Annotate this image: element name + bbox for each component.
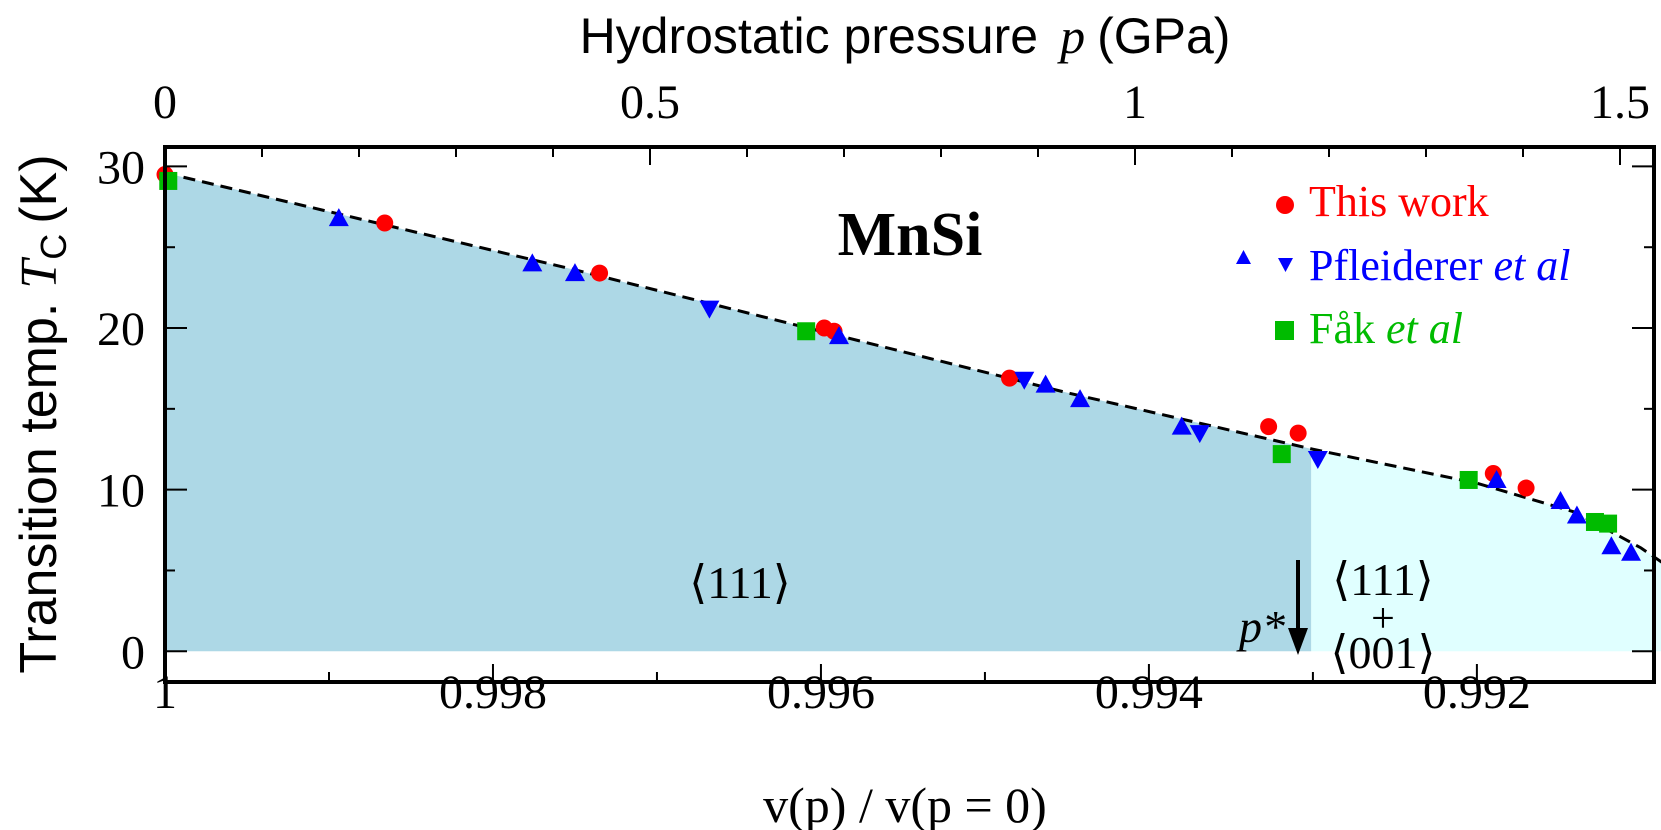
point-pfleiderer-down xyxy=(1307,450,1328,469)
point-pfleiderer-up xyxy=(828,326,849,345)
point-pfleiderer-down xyxy=(699,300,720,319)
point-this-work xyxy=(1289,424,1307,442)
p-star-label: p* xyxy=(1236,601,1285,652)
top-tick-label: 0 xyxy=(153,76,177,129)
legend-marker-pfleiderer-up xyxy=(1236,250,1251,264)
legend-marker-fak xyxy=(1275,321,1294,340)
y-tick-label: 30 xyxy=(97,141,145,194)
y-tick-label: 10 xyxy=(97,465,145,518)
legend: This work Pfleiderer et al Fåk et al xyxy=(1236,177,1570,353)
plot-frame xyxy=(163,145,1656,684)
top-tick-label: 1.5 xyxy=(1590,76,1650,129)
top-tick-label: 1 xyxy=(1123,76,1147,129)
point-pfleiderer-up xyxy=(1035,374,1056,393)
legend-label-this-work: This work xyxy=(1309,177,1489,226)
point-pfleiderer-up xyxy=(1621,542,1642,561)
data-points xyxy=(156,165,1642,561)
legend-label-fak: Fåk et al xyxy=(1309,304,1463,353)
region-111-plus-001 xyxy=(1311,448,1661,652)
point-this-work xyxy=(591,264,609,282)
point-this-work xyxy=(1001,369,1019,387)
region-111 xyxy=(165,172,1312,652)
point-pfleiderer-up xyxy=(1486,469,1507,488)
point-pfleiderer-up xyxy=(522,253,543,272)
legend-label-pfleiderer: Pfleiderer et al xyxy=(1309,241,1570,290)
point-fak xyxy=(159,171,178,190)
bottom-tick-label: 0.992 xyxy=(1423,666,1531,719)
point-pfleiderer-up xyxy=(1070,389,1091,408)
point-pfleiderer-up xyxy=(1171,416,1192,435)
point-fak xyxy=(1599,514,1618,533)
point-pfleiderer-up xyxy=(1550,490,1571,509)
point-fak xyxy=(797,322,816,341)
point-pfleiderer-down xyxy=(1189,425,1210,444)
top-axis-label: Hydrostatic pressure p (GPa) xyxy=(580,8,1231,64)
point-this-work xyxy=(1260,418,1278,436)
y-axis-label: Transition temp.TC(K) xyxy=(10,154,74,673)
region-label-111: ⟨111⟩ xyxy=(689,557,790,608)
bottom-tick-label: 1 xyxy=(153,666,177,719)
axis-ticks xyxy=(164,147,1654,682)
point-pfleiderer-up xyxy=(564,263,585,282)
point-pfleiderer-down xyxy=(1014,371,1035,390)
region-label-plus: + xyxy=(1371,596,1395,642)
top-tick-label: 0.5 xyxy=(620,76,680,129)
bottom-tick-label: 0.994 xyxy=(1095,666,1203,719)
region-label-001: ⟨001⟩ xyxy=(1331,627,1436,678)
point-pfleiderer-up xyxy=(328,208,349,227)
point-fak xyxy=(1459,470,1478,489)
point-pfleiderer-up xyxy=(1601,536,1622,555)
axis-tick-labels: 1 0.998 0.996 0.994 0.992 0 0.5 1 1.5 0 10 20 30 xyxy=(97,76,1650,719)
y-tick-label: 0 xyxy=(121,626,145,679)
y-tick-label: 20 xyxy=(97,303,145,356)
bottom-tick-label: 0.998 xyxy=(439,666,547,719)
bottom-axis-label: v(p) / v(p = 0) xyxy=(763,777,1047,830)
bottom-tick-label: 0.996 xyxy=(767,666,875,719)
region-label-mixed-111: ⟨111⟩ xyxy=(1332,554,1433,605)
p-star-arrow-head xyxy=(1288,628,1308,655)
point-this-work xyxy=(376,214,394,232)
point-pfleiderer-up xyxy=(1566,505,1587,524)
point-this-work xyxy=(1517,479,1535,497)
fit-line-group xyxy=(164,171,1661,564)
point-fak xyxy=(1272,445,1291,464)
legend-marker-pfleiderer-down xyxy=(1278,258,1293,272)
fit-line xyxy=(164,171,1661,564)
phase-regions xyxy=(165,172,1661,652)
chart-title: MnSi xyxy=(838,201,983,269)
legend-marker-this-work xyxy=(1276,196,1294,214)
